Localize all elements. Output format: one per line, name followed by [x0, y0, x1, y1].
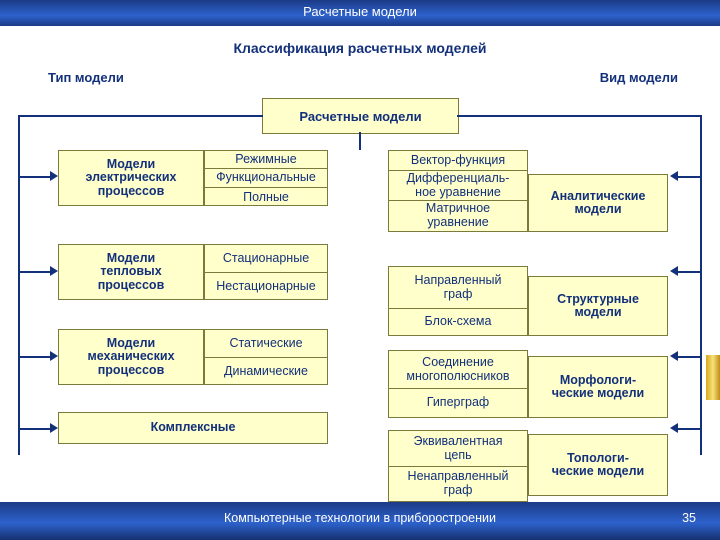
- arrow-left-2-icon: [50, 266, 58, 276]
- arrow-left-4-icon: [50, 423, 58, 433]
- arrow-left-3-icon: [50, 351, 58, 361]
- right-inner-4-item-2: Ненаправленный граф: [407, 469, 509, 497]
- bus-right-branch-4: [678, 428, 701, 430]
- right-inner-stack-3: Соединение многополюсников Гиперграф: [388, 350, 528, 418]
- bus-right-vertical: [700, 115, 702, 455]
- bus-left-branch-3: [18, 356, 50, 358]
- middle-stack-3-item-2: Динамические: [224, 364, 308, 379]
- right-inner-4-item-1: Эквивалентная цепь: [389, 431, 527, 467]
- title-band: Расчетные модели: [0, 0, 720, 27]
- slide-footer: Компьютерные технологии в приборостроени…: [0, 502, 720, 540]
- arrow-left-1-icon: [50, 171, 58, 181]
- connector-center-down: [359, 132, 361, 150]
- middle-stack-2: Стационарные Нестационарные: [204, 244, 328, 300]
- left-box-1: Модели электрических процессов: [58, 150, 204, 206]
- bus-left-vertical: [18, 115, 20, 455]
- right-inner-1-item-2: Дифференциаль- ное уравнение: [389, 171, 527, 201]
- right-box-4: Топологи- ческие модели: [528, 434, 668, 496]
- right-inner-2-item-2: Блок-схема: [424, 314, 492, 329]
- right-inner-1-item-3: Матричное уравнение: [425, 201, 491, 229]
- right-inner-1-item-1: Вектор-функция: [389, 151, 527, 171]
- right-box-1: Аналитические модели: [528, 174, 668, 232]
- arrow-right-3-icon: [670, 351, 678, 361]
- right-box-3: Морфологи- ческие модели: [528, 356, 668, 418]
- bus-right-branch-1: [678, 176, 701, 178]
- footer-text: Компьютерные технологии в приборостроени…: [223, 511, 496, 525]
- middle-stack-1-item-1: Режимные: [205, 151, 327, 169]
- arrow-right-1-icon: [670, 171, 678, 181]
- right-inner-stack-2: Направленный граф Блок-схема: [388, 266, 528, 336]
- slide-subtitle: Классификация расчетных моделей: [233, 40, 487, 56]
- bus-left-branch-2: [18, 271, 50, 273]
- middle-stack-2-item-2: Нестационарные: [216, 279, 316, 294]
- right-box-2: Структурные модели: [528, 276, 668, 336]
- bus-left-branch-4: [18, 428, 50, 430]
- right-inner-2-item-1: Направленный граф: [389, 267, 527, 309]
- middle-stack-1-item-2: Функциональные: [205, 169, 327, 188]
- bus-right-top: [457, 115, 702, 117]
- banner-title: Расчетные модели: [303, 4, 417, 19]
- right-inner-stack-1: Вектор-функция Дифференциаль- ное уравне…: [388, 150, 528, 232]
- right-inner-3-item-1: Соединение многополюсников: [389, 351, 527, 389]
- left-box-4: Комплексные: [58, 412, 328, 444]
- middle-stack-1: Режимные Функциональные Полные: [204, 150, 328, 206]
- middle-stack-3: Статические Динамические: [204, 329, 328, 385]
- left-box-3: Модели механических процессов: [58, 329, 204, 385]
- bus-right-branch-2: [678, 271, 701, 273]
- middle-stack-2-item-1: Стационарные: [205, 245, 327, 273]
- header-type-of-model: Тип модели: [48, 70, 124, 85]
- header-kind-of-model: Вид модели: [599, 70, 678, 85]
- middle-stack-3-item-1: Статические: [205, 330, 327, 358]
- right-inner-3-item-2: Гиперграф: [426, 395, 490, 410]
- bus-left-top: [18, 115, 263, 117]
- bus-left-branch-1: [18, 176, 50, 178]
- center-box-calculation-models: Расчетные модели: [262, 98, 459, 134]
- arrow-right-2-icon: [670, 266, 678, 276]
- gold-accent-bar: [706, 355, 720, 400]
- right-inner-stack-4: Эквивалентная цепь Ненаправленный граф: [388, 430, 528, 502]
- bus-right-branch-3: [678, 356, 701, 358]
- left-box-2: Модели тепловых процессов: [58, 244, 204, 300]
- arrow-right-4-icon: [670, 423, 678, 433]
- middle-stack-1-item-3: Полные: [243, 189, 289, 204]
- slide-number: 35: [682, 511, 696, 525]
- slide-content: Классификация расчетных моделей Тип моде…: [0, 26, 720, 502]
